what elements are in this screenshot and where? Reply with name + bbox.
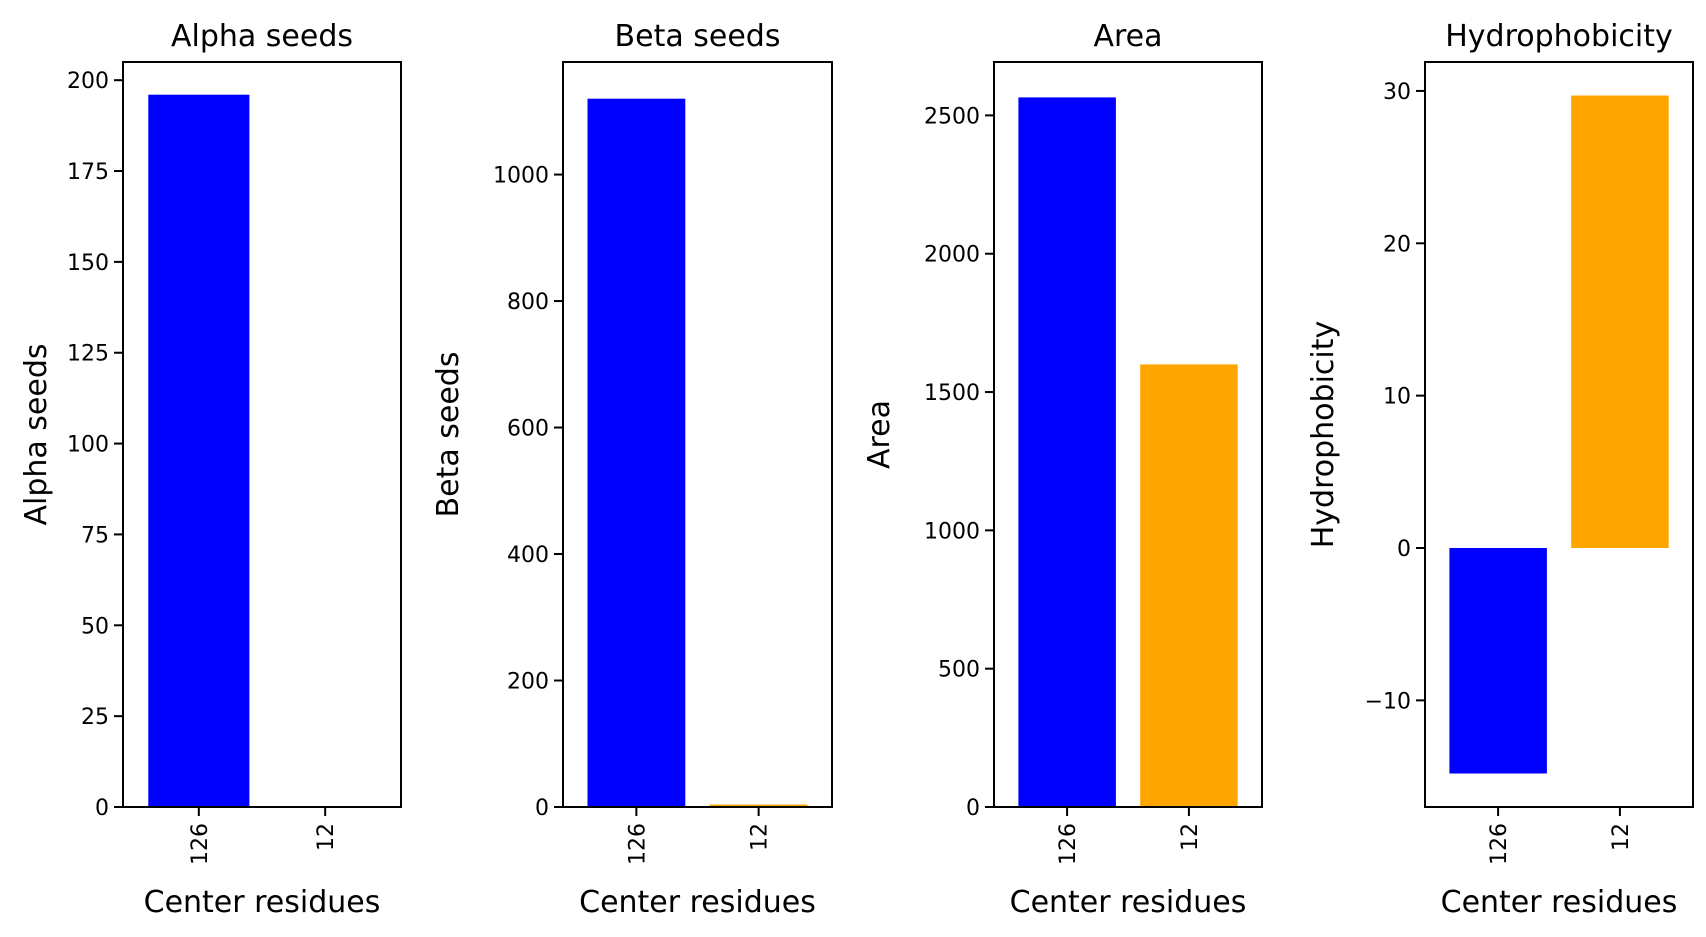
plot-frame — [993, 61, 1263, 808]
y-tick-label: 800 — [507, 290, 549, 315]
x-tick-label: 126 — [1487, 823, 1512, 865]
plot-frame — [1424, 61, 1694, 808]
x-axis-label: Center residues — [144, 885, 381, 920]
y-tick-label: 30 — [1383, 80, 1411, 105]
plot-frame — [122, 61, 402, 808]
y-tick-label: 2000 — [924, 243, 980, 268]
y-tick-label: 0 — [966, 796, 980, 821]
y-tick-label: 175 — [67, 160, 109, 185]
bar-126 — [1449, 548, 1547, 774]
plot-frame — [562, 61, 833, 808]
y-tick-label: 2500 — [924, 104, 980, 129]
y-tick-label: 0 — [535, 796, 549, 821]
y-tick-label: 125 — [67, 342, 109, 367]
x-tick-label: 126 — [625, 823, 650, 865]
x-tick-label: 12 — [314, 823, 339, 851]
y-tick-label: 0 — [1397, 537, 1411, 562]
chart-title: Alpha seeds — [171, 19, 353, 54]
y-tick-label: 1000 — [493, 164, 549, 189]
y-tick-label: 200 — [507, 670, 549, 695]
y-tick-label: 600 — [507, 417, 549, 442]
bar-12 — [1571, 95, 1669, 548]
x-tick-label: 126 — [1056, 823, 1081, 865]
y-axis-label: Hydrophobicity — [1306, 321, 1341, 549]
x-tick-label: 12 — [1609, 823, 1634, 851]
chart-title: Area — [1093, 19, 1162, 54]
y-tick-label: 1000 — [924, 519, 980, 544]
y-tick-label: 1500 — [924, 381, 980, 406]
y-tick-label: 10 — [1383, 385, 1411, 410]
y-tick-label: 50 — [81, 614, 109, 639]
x-tick-label: 126 — [188, 823, 213, 865]
chart-title: Hydrophobicity — [1445, 19, 1673, 54]
y-axis-label: Alpha seeds — [19, 343, 54, 525]
bar-126 — [1018, 97, 1116, 807]
bar-12 — [709, 804, 808, 807]
bar-126 — [587, 98, 686, 807]
y-tick-label: 75 — [81, 523, 109, 548]
y-tick-label: 20 — [1383, 232, 1411, 257]
y-tick-label: 200 — [67, 69, 109, 94]
x-tick-label: 12 — [748, 823, 773, 851]
bar-126 — [148, 94, 250, 807]
bar-12 — [1140, 364, 1238, 807]
y-tick-label: 150 — [67, 251, 109, 276]
y-tick-label: 400 — [507, 543, 549, 568]
y-axis-label: Area — [862, 400, 897, 469]
y-tick-label: −10 — [1365, 689, 1411, 714]
x-axis-label: Center residues — [1441, 885, 1678, 920]
y-tick-label: 25 — [81, 705, 109, 730]
x-tick-label: 12 — [1178, 823, 1203, 851]
x-axis-label: Center residues — [1010, 885, 1247, 920]
y-tick-label: 500 — [938, 658, 980, 683]
x-axis-label: Center residues — [579, 885, 816, 920]
chart-title: Beta seeds — [615, 19, 781, 54]
y-axis-label: Beta seeds — [431, 352, 466, 518]
y-tick-label: 0 — [95, 796, 109, 821]
y-tick-label: 100 — [67, 433, 109, 458]
